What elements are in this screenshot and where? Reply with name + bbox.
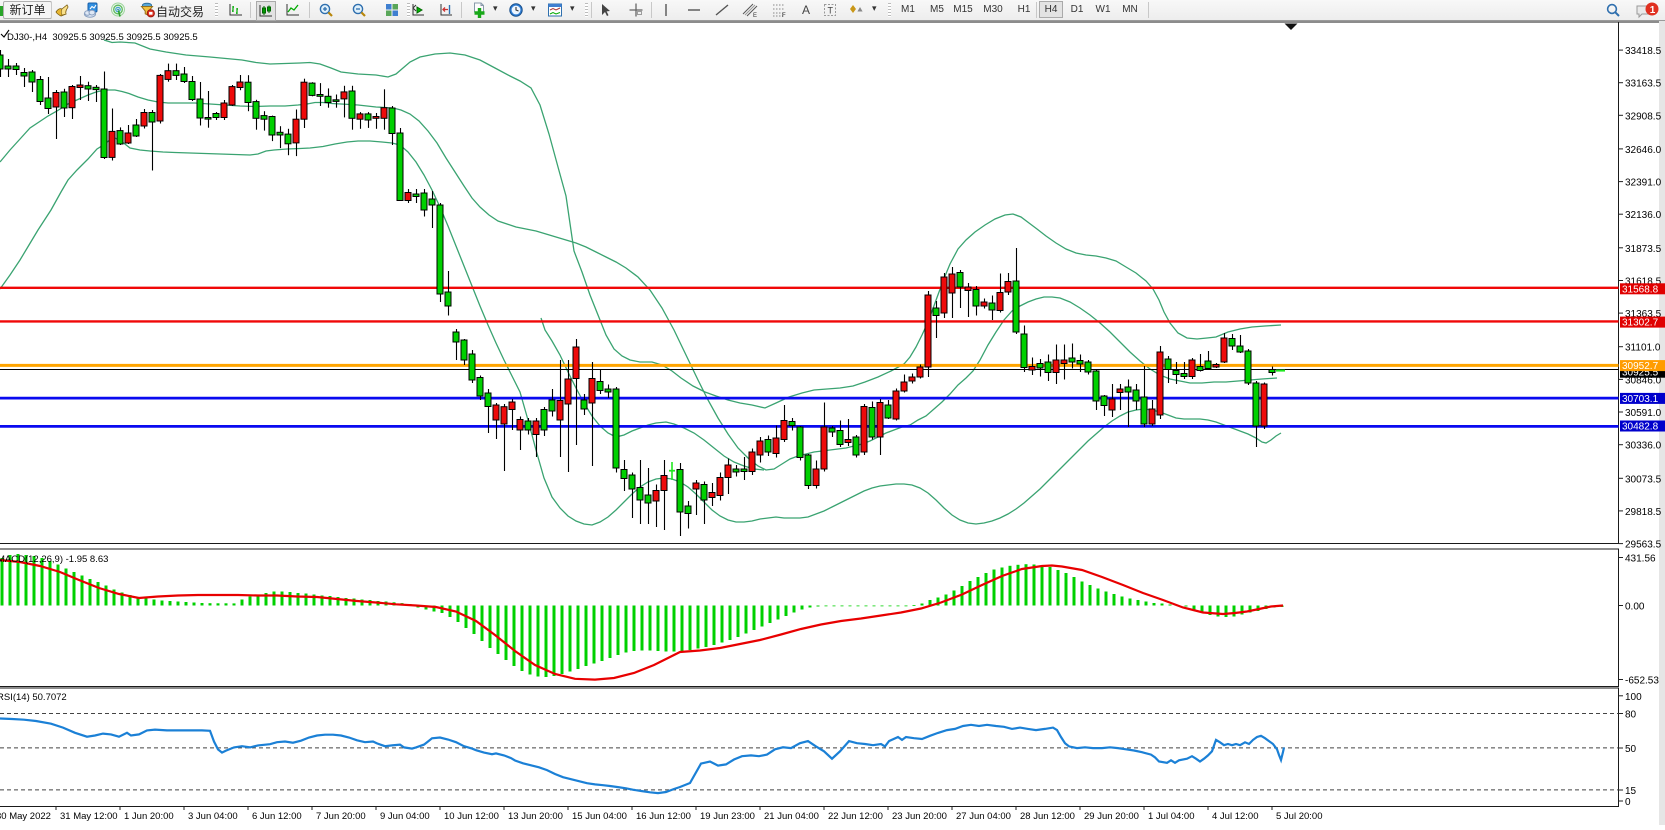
- svg-text:15: 15: [1625, 786, 1637, 797]
- svg-text:1 Jun 20:00: 1 Jun 20:00: [124, 811, 174, 822]
- svg-text:23 Jun 20:00: 23 Jun 20:00: [892, 811, 947, 822]
- svg-text:1 Jul 04:00: 1 Jul 04:00: [1148, 811, 1194, 822]
- svg-text:30482.8: 30482.8: [1622, 422, 1659, 433]
- svg-text:30336.0: 30336.0: [1625, 441, 1662, 452]
- svg-text:9 Jun 04:00: 9 Jun 04:00: [380, 811, 430, 822]
- svg-text:10 Jun 12:00: 10 Jun 12:00: [444, 811, 499, 822]
- svg-text:16 Jun 12:00: 16 Jun 12:00: [636, 811, 691, 822]
- svg-text:32646.0: 32646.0: [1625, 145, 1662, 156]
- svg-text:0.00: 0.00: [1625, 602, 1645, 613]
- svg-text:33163.5: 33163.5: [1625, 79, 1662, 90]
- svg-text:30703.1: 30703.1: [1622, 394, 1659, 405]
- svg-text:29563.5: 29563.5: [1625, 540, 1662, 551]
- svg-text:31568.8: 31568.8: [1622, 284, 1659, 295]
- svg-text:4 Jul 12:00: 4 Jul 12:00: [1212, 811, 1258, 822]
- svg-text:15 Jun 04:00: 15 Jun 04:00: [572, 811, 627, 822]
- svg-text:31618.5: 31618.5: [1625, 277, 1662, 288]
- svg-text:0: 0: [1625, 797, 1631, 808]
- svg-text:3 Jun 04:00: 3 Jun 04:00: [188, 811, 238, 822]
- svg-text:29818.5: 29818.5: [1625, 507, 1662, 518]
- svg-text:6 Jun 12:00: 6 Jun 12:00: [252, 811, 302, 822]
- svg-text:7 Jun 20:00: 7 Jun 20:00: [316, 811, 366, 822]
- svg-text:31302.7: 31302.7: [1622, 318, 1659, 329]
- svg-text:1: 1: [1650, 5, 1656, 16]
- svg-text:32391.0: 32391.0: [1625, 178, 1662, 189]
- svg-text:MACD(12,26,9) -1.95 8.63: MACD(12,26,9) -1.95 8.63: [0, 554, 108, 565]
- svg-text:31101.0: 31101.0: [1625, 343, 1661, 354]
- svg-text:30591.0: 30591.0: [1625, 408, 1662, 419]
- svg-text:50: 50: [1625, 744, 1637, 755]
- svg-text:32908.5: 32908.5: [1625, 111, 1662, 122]
- svg-text:33418.5: 33418.5: [1625, 46, 1662, 57]
- svg-text:-652.53: -652.53: [1625, 676, 1659, 687]
- svg-text:5 Jul 20:00: 5 Jul 20:00: [1276, 811, 1322, 822]
- svg-text:13 Jun 20:00: 13 Jun 20:00: [508, 811, 563, 822]
- svg-text:30073.5: 30073.5: [1625, 474, 1662, 485]
- svg-text:431.56: 431.56: [1625, 554, 1656, 565]
- svg-text:30 May 2022: 30 May 2022: [0, 811, 51, 822]
- svg-text:31873.5: 31873.5: [1625, 244, 1662, 255]
- svg-text:21 Jun 04:00: 21 Jun 04:00: [764, 811, 819, 822]
- svg-text:31363.5: 31363.5: [1625, 309, 1662, 320]
- svg-text:DJ30-,H4 30925.5 30925.5 3092: DJ30-,H4 30925.5 30925.5 30925.5 30925.5: [7, 32, 198, 43]
- svg-text:22 Jun 12:00: 22 Jun 12:00: [828, 811, 883, 822]
- svg-text:28 Jun 12:00: 28 Jun 12:00: [1020, 811, 1075, 822]
- svg-text:30846.0: 30846.0: [1625, 375, 1662, 386]
- svg-text:80: 80: [1625, 710, 1637, 721]
- svg-text:F: F: [782, 13, 786, 18]
- svg-text:29 Jun 20:00: 29 Jun 20:00: [1084, 811, 1139, 822]
- svg-text:19 Jun 23:00: 19 Jun 23:00: [700, 811, 755, 822]
- svg-text:32136.0: 32136.0: [1625, 210, 1662, 221]
- svg-text:30925.5: 30925.5: [1622, 368, 1659, 379]
- svg-text:E: E: [753, 13, 757, 18]
- svg-text:27 Jun 04:00: 27 Jun 04:00: [956, 811, 1011, 822]
- svg-text:T: T: [828, 6, 834, 16]
- svg-text:30952.7: 30952.7: [1622, 361, 1659, 372]
- svg-text:RSI(14) 50.7072: RSI(14) 50.7072: [0, 692, 67, 703]
- svg-text:100: 100: [1625, 692, 1642, 703]
- svg-text:31 May 12:00: 31 May 12:00: [60, 811, 118, 822]
